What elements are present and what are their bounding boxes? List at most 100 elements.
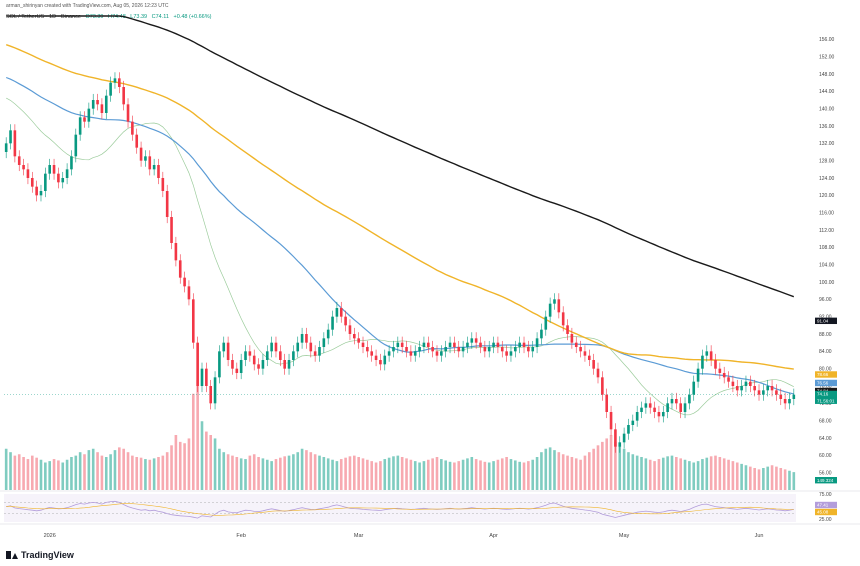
- volume-bar: [213, 438, 217, 490]
- volume-bar: [13, 455, 17, 490]
- candle: [457, 347, 461, 352]
- volume-bar: [30, 455, 34, 490]
- candle: [326, 329, 330, 339]
- candle: [426, 342, 430, 347]
- time-axis[interactable]: 2026FebMarAprMayJunJulAug: [44, 533, 860, 539]
- volume-bar: [357, 457, 360, 490]
- symbol-title[interactable]: SOL / TetherUS · 1D · Binance: [6, 14, 81, 20]
- price-tick-12: 108.00: [819, 245, 835, 251]
- candle: [226, 342, 230, 360]
- candle: [322, 338, 326, 347]
- volume-bar: [279, 457, 282, 490]
- volume-bar: [635, 455, 639, 490]
- volume-bar: [344, 457, 347, 490]
- candle: [479, 342, 482, 347]
- candle: [161, 178, 165, 191]
- volume-bar: [648, 459, 652, 490]
- price-badge-label-0: 91.04: [817, 318, 829, 323]
- volume-bar: [440, 459, 443, 490]
- candle: [191, 299, 195, 343]
- candle: [535, 338, 539, 347]
- candle: [540, 329, 543, 339]
- candle: [183, 277, 186, 287]
- volume-bar: [196, 380, 199, 490]
- candle: [170, 217, 173, 243]
- volume-bar: [579, 459, 582, 490]
- close-value: C74.11: [151, 14, 169, 20]
- candle: [287, 360, 291, 369]
- volume-bar: [548, 447, 552, 490]
- price-tick-22: 68.00: [819, 418, 832, 424]
- candle: [531, 347, 535, 352]
- candle: [52, 165, 56, 174]
- volume-bar: [522, 462, 526, 490]
- candle: [44, 173, 47, 191]
- candle: [614, 429, 617, 447]
- ma-200-line: [6, 15, 795, 298]
- candle: [100, 104, 104, 113]
- volume-bar: [113, 450, 117, 490]
- candle: [422, 342, 426, 347]
- ma-20-line: [6, 97, 794, 416]
- candle: [601, 377, 604, 395]
- price-tick-14: 100.00: [819, 280, 835, 286]
- volume-bar: [78, 452, 82, 490]
- candle: [344, 316, 347, 326]
- volume-bar: [505, 457, 508, 490]
- candle: [30, 178, 34, 187]
- candle: [331, 316, 334, 330]
- volume-bar: [152, 458, 156, 490]
- candle: [648, 403, 652, 408]
- candle: [675, 399, 678, 404]
- volume-bar: [318, 455, 321, 490]
- candle: [783, 399, 787, 404]
- volume-bar: [688, 461, 691, 490]
- volume-bar: [766, 466, 770, 490]
- tradingview-brand[interactable]: TradingView: [6, 550, 74, 560]
- candle: [165, 191, 169, 217]
- volume-bar: [309, 452, 313, 490]
- price-tick-25: 56.00: [819, 470, 832, 476]
- volume-bar: [535, 457, 539, 490]
- volume-bar: [9, 452, 12, 490]
- price-tick-15: 96.00: [819, 297, 832, 303]
- candle: [522, 342, 526, 347]
- candle: [627, 425, 630, 434]
- volume-bar: [788, 470, 791, 490]
- high-value: H74.48: [108, 14, 126, 20]
- candle: [353, 334, 356, 339]
- volume-bar: [335, 461, 339, 490]
- candle: [83, 117, 86, 122]
- price-tick-7: 128.00: [819, 158, 835, 164]
- price-tick-19: 80.00: [819, 366, 832, 372]
- candle: [196, 342, 199, 386]
- volume-bar: [392, 456, 395, 490]
- volume-bar: [605, 438, 609, 490]
- candle: [300, 334, 304, 343]
- volume-bar: [235, 457, 239, 490]
- candle: [696, 368, 700, 382]
- candle: [296, 342, 300, 352]
- price-axis[interactable]: 156.00 152.00 148.00 144.00 140.00 136.00 132.…: [819, 37, 835, 523]
- rsi-badge-1: [815, 508, 837, 516]
- candle: [87, 108, 91, 122]
- volume-bar: [487, 462, 491, 490]
- volume-bar: [431, 458, 434, 490]
- volume-bar: [165, 452, 169, 490]
- candle: [622, 433, 626, 443]
- volume-bar: [191, 393, 195, 490]
- volume-bar: [139, 457, 143, 490]
- volume-bar: [70, 457, 73, 490]
- price-badge-label-1: 78.66: [817, 372, 829, 377]
- volume-bar: [131, 455, 134, 490]
- volume-bar: [383, 459, 387, 490]
- price-tick-16: 92.00: [819, 314, 832, 320]
- candle: [157, 165, 160, 178]
- candle: [274, 342, 278, 352]
- volume-bar: [592, 448, 595, 490]
- volume-bar: [174, 435, 178, 490]
- candle: [679, 403, 682, 412]
- volume-bar: [531, 459, 535, 490]
- time-tick-mar: Mar: [354, 533, 364, 539]
